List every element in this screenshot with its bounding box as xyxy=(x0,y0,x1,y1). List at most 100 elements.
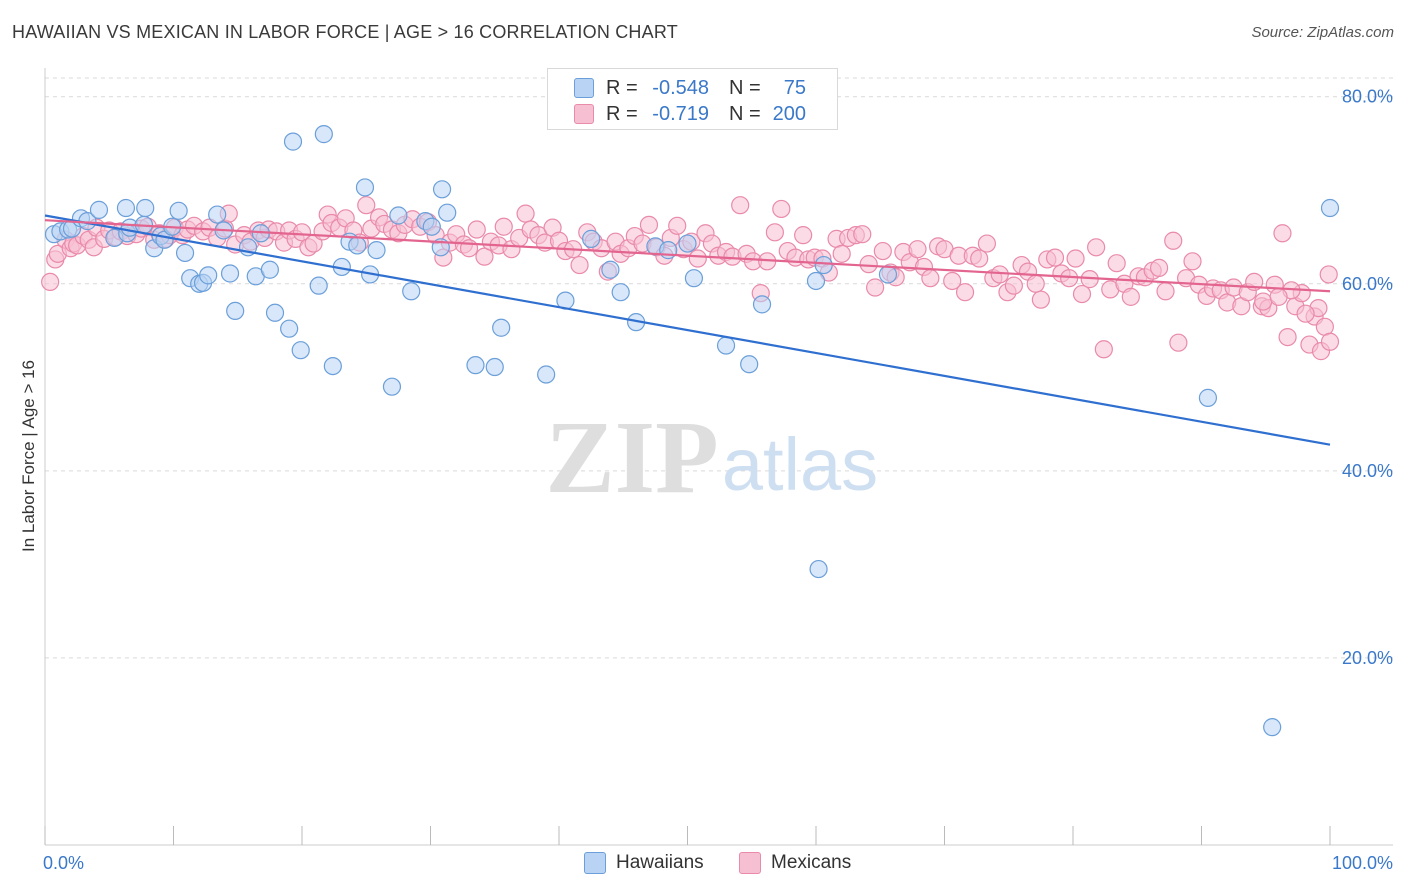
chart-title: HAWAIIAN VS MEXICAN IN LABOR FORCE | AGE… xyxy=(12,22,678,42)
mexican-point xyxy=(873,241,892,261)
x-tick-label-max: 100.0% xyxy=(1332,853,1393,873)
y-tick-label: 60.0% xyxy=(1342,274,1393,294)
mexican-point xyxy=(1278,327,1297,347)
hawaiian-point xyxy=(89,200,109,219)
hawaiian-point xyxy=(323,356,342,376)
hawaiian-point xyxy=(402,282,421,301)
hawaiian-point xyxy=(466,356,485,375)
mexican-point xyxy=(1320,332,1340,351)
hawaiian-point xyxy=(260,260,279,279)
mexican-point xyxy=(794,226,813,245)
y-tick-label: 20.0% xyxy=(1342,648,1393,668)
hawaiian-point xyxy=(1198,388,1218,407)
legend-item-hawaiians[interactable]: Hawaiians xyxy=(584,852,704,874)
legend-label-mexicans: Mexicans xyxy=(771,852,852,873)
hawaiian-point xyxy=(280,319,299,338)
mexican-point xyxy=(1296,304,1315,323)
mexican-point xyxy=(990,265,1009,284)
hawaiians-r-value: -0.548 xyxy=(652,77,709,99)
mexican-point xyxy=(41,272,60,292)
stats-row-hawaiians: R = -0.548 N = 75 xyxy=(548,75,837,101)
hawaiian-point xyxy=(169,201,188,220)
mexican-point xyxy=(668,216,687,235)
mexican-point xyxy=(494,217,513,236)
hawaiian-point xyxy=(537,365,556,384)
hawaiian-point xyxy=(355,178,375,197)
mexican-point xyxy=(1107,254,1126,273)
hawaiian-point xyxy=(422,217,441,236)
hawaiian-point xyxy=(438,203,457,222)
hawaiian-point xyxy=(740,355,759,374)
axes xyxy=(44,68,1393,846)
mexican-point xyxy=(731,196,750,215)
mexicans-r-value: -0.719 xyxy=(652,103,709,125)
mexican-point xyxy=(1269,287,1288,306)
hawaiian-point xyxy=(878,265,898,284)
stats-legend-box: R = -0.548 N = 75 R = -0.719 N = 200 xyxy=(547,68,838,130)
hawaiians-n-label: N = xyxy=(729,77,761,99)
mexican-point xyxy=(943,271,962,291)
hawaiian-point xyxy=(752,295,772,314)
watermark-atlas: atlas xyxy=(722,423,878,506)
mexican-point xyxy=(977,234,997,253)
mexican-point xyxy=(1094,340,1113,359)
mexican-point xyxy=(853,225,872,244)
mexican-point xyxy=(1149,258,1169,277)
hawaiian-point xyxy=(314,125,333,144)
mexican-point xyxy=(467,220,486,239)
y-tick-label: 80.0% xyxy=(1342,87,1393,107)
mexican-point xyxy=(772,199,791,219)
hawaiian-point xyxy=(492,318,511,337)
mexicans-n-value: 200 xyxy=(772,103,806,125)
source-label: Source: ZipAtlas.com xyxy=(1251,24,1394,41)
mexicans-swatch xyxy=(574,104,594,124)
hawaiian-point xyxy=(283,132,303,151)
grid-lines xyxy=(45,77,1393,659)
mexican-point xyxy=(516,204,535,223)
x-tick-label-min: 0.0% xyxy=(43,853,84,873)
hawaiian-point xyxy=(116,198,136,218)
mexican-point xyxy=(1066,249,1085,268)
hawaiian-point xyxy=(485,357,504,377)
watermark-zip: ZIP xyxy=(545,400,718,515)
mexican-point xyxy=(955,283,975,302)
legend-swatch-hawaiians xyxy=(584,852,606,874)
hawaiian-point xyxy=(1263,718,1282,737)
mexican-point xyxy=(688,249,707,268)
hawaiian-trend-line xyxy=(44,214,1331,446)
hawaiian-point xyxy=(220,264,240,283)
hawaiians-r-label: R = xyxy=(606,77,638,99)
mexican-point xyxy=(1072,284,1092,304)
mexican-point xyxy=(1319,265,1338,284)
mexican-point xyxy=(357,196,376,215)
hawaiians-points xyxy=(44,125,1340,737)
hawaiian-point xyxy=(601,260,620,279)
mexican-trend-line xyxy=(44,219,1331,293)
hawaiian-point xyxy=(809,559,828,579)
hawaiian-point xyxy=(432,180,452,199)
stats-row-mexicans: R = -0.719 N = 200 xyxy=(548,101,837,127)
mexican-point xyxy=(1026,274,1045,293)
mexican-point xyxy=(1121,287,1140,306)
mexican-point xyxy=(1087,238,1106,257)
hawaiian-point xyxy=(136,198,155,218)
hawaiian-point xyxy=(1320,198,1340,218)
hawaiian-point xyxy=(367,241,386,260)
hawaiian-point xyxy=(814,255,833,275)
hawaiians-n-value: 75 xyxy=(783,77,806,99)
mexican-point xyxy=(1183,252,1202,271)
hawaiians-swatch xyxy=(574,78,594,98)
legend-swatch-mexicans xyxy=(739,852,761,874)
y-tick-label: 40.0% xyxy=(1342,461,1393,481)
mexican-point xyxy=(1004,276,1023,295)
hawaiian-point xyxy=(382,377,402,396)
mexican-point xyxy=(1031,290,1050,309)
mexican-point xyxy=(1254,292,1273,311)
mexicans-n-label: N = xyxy=(729,103,761,125)
mexican-point xyxy=(639,215,659,234)
legend-item-mexicans[interactable]: Mexicans xyxy=(739,852,851,874)
hawaiian-point xyxy=(806,271,826,291)
tick-labels: 20.0% 40.0% 60.0% 80.0% 0.0% 100.0% xyxy=(43,87,1393,873)
hawaiian-point xyxy=(175,243,195,263)
